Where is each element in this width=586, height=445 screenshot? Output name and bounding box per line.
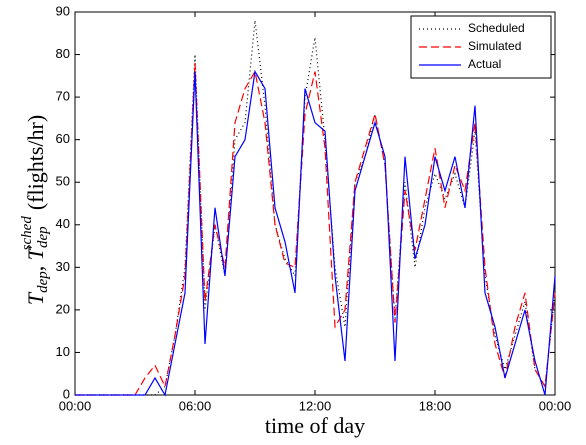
x-tick-label: 06:00 xyxy=(179,398,212,413)
y-tick-label: 10 xyxy=(56,344,70,359)
y-tick-label: 30 xyxy=(56,259,70,274)
y-label-part: T xyxy=(23,291,48,305)
y-tick-label: 50 xyxy=(56,174,70,189)
series-line xyxy=(75,69,556,397)
legend: Scheduled Simulated Actual xyxy=(410,15,552,79)
series-line xyxy=(75,63,556,396)
y-tick-label: 90 xyxy=(56,3,70,18)
x-tick-label: 12:00 xyxy=(299,398,332,413)
series-line xyxy=(75,20,556,396)
x-axis-label: time of day xyxy=(265,413,365,438)
legend-label: Actual xyxy=(468,57,501,71)
x-tick-label: 00:00 xyxy=(539,398,572,413)
y-label-part: dep xyxy=(35,226,51,248)
y-label-part: dep xyxy=(35,271,51,293)
y-axis-label: Tdep, Tdepsched(flights/hr) xyxy=(19,115,51,305)
y-label-part: (flights/hr) xyxy=(23,115,48,210)
legend-box xyxy=(410,15,552,79)
legend-label: Scheduled xyxy=(468,21,525,35)
y-tick-label: 70 xyxy=(56,89,70,104)
y-tick-label: 80 xyxy=(56,46,70,61)
y-label-part: T xyxy=(23,246,48,260)
y-label-part: , xyxy=(23,260,48,271)
y-tick-label: 40 xyxy=(56,216,70,231)
legend-label: Simulated xyxy=(468,39,521,53)
y-tick-label: 20 xyxy=(56,301,70,316)
y-label-part: sched xyxy=(19,216,35,251)
x-tick-label: 18:00 xyxy=(419,398,452,413)
y-tick-label: 60 xyxy=(56,131,70,146)
x-tick-label: 00:00 xyxy=(59,398,92,413)
y-tick-label: 0 xyxy=(63,386,70,401)
